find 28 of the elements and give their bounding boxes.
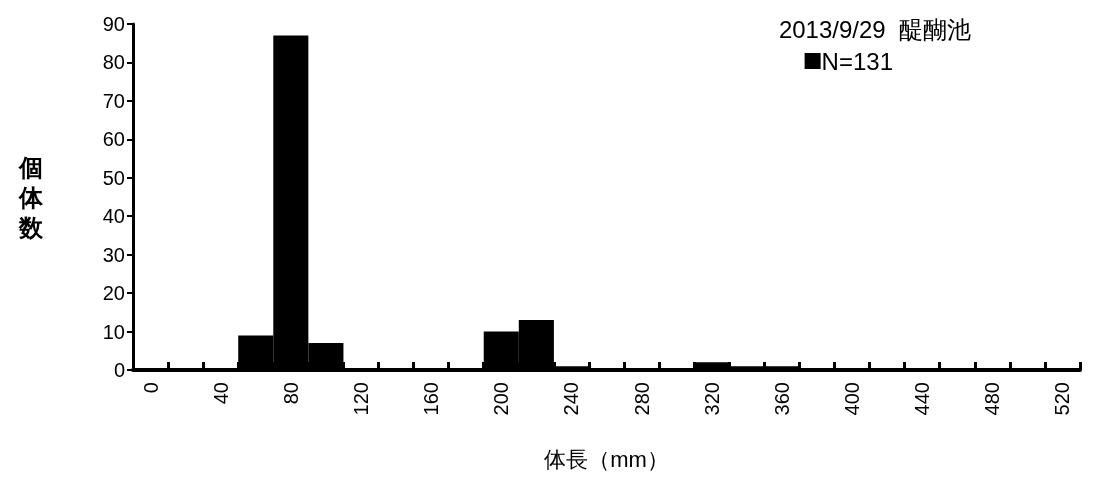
x-tick-label: 440 [911, 382, 934, 416]
x-tick-label: 80 [279, 382, 302, 405]
x-tick-label: 200 [490, 382, 513, 416]
x-tick-label: 40 [209, 382, 232, 405]
x-tick-label: 0 [139, 382, 162, 394]
x-tick-label: 280 [630, 382, 653, 416]
x-tick-label: 120 [349, 382, 372, 416]
y-axis-title: 個体数 [18, 153, 44, 241]
x-tick-label: 320 [700, 382, 723, 416]
y-tick-label: 0 [113, 359, 125, 381]
y-tick-label: 20 [102, 282, 125, 305]
y-tick-label: 30 [102, 243, 125, 266]
x-tick-label: 360 [770, 382, 793, 416]
y-tick-label: 70 [102, 89, 125, 112]
x-tick-label: 160 [420, 382, 443, 416]
x-tick-label: 480 [981, 382, 1004, 416]
x-tick-label: 400 [841, 382, 864, 416]
x-tick-label: 520 [1051, 382, 1074, 416]
y-tick-label: 60 [102, 128, 125, 151]
y-tick-label: 80 [102, 51, 125, 74]
chart-title: 2013/9/29 醍醐池 [778, 15, 971, 43]
y-tick-label: 50 [102, 166, 125, 189]
x-axis-title: 体長（mm） [544, 446, 669, 472]
y-tick-label: 40 [102, 205, 125, 228]
x-tick-label: 240 [560, 382, 583, 416]
legend-label: N=131 [821, 47, 893, 75]
y-tick-label: 10 [102, 320, 125, 343]
y-tick-label: 90 [102, 13, 125, 35]
